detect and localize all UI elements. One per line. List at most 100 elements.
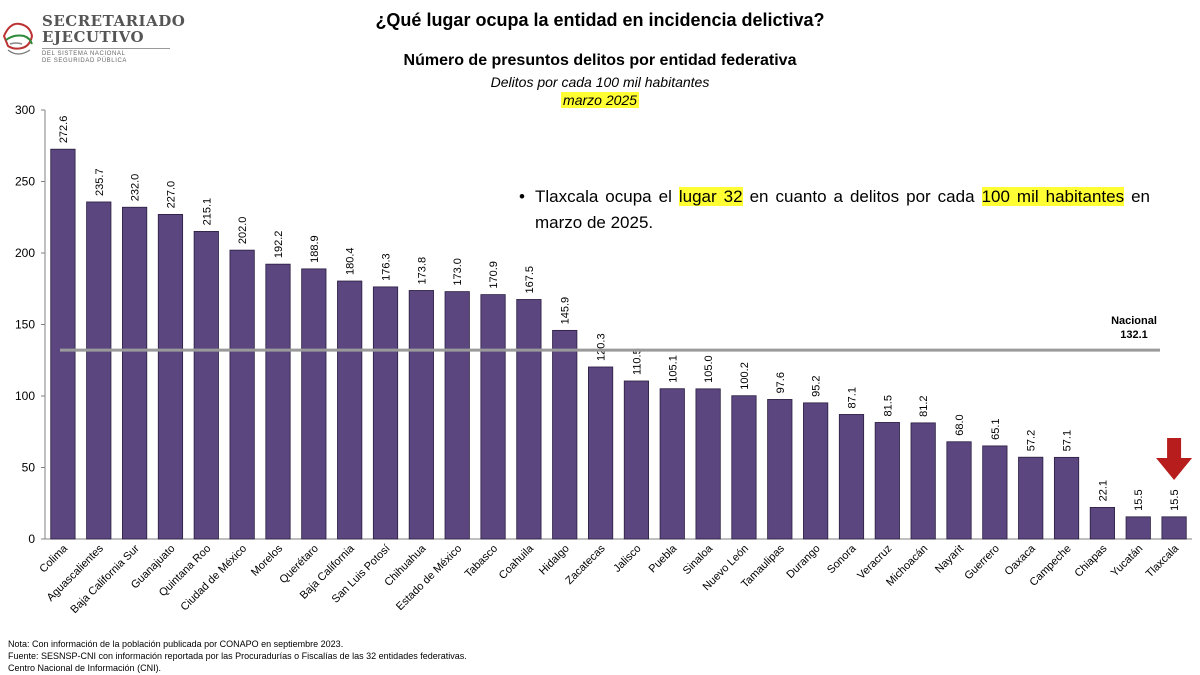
y-tick-label: 300 (15, 103, 35, 117)
category-label-29: Chiapas (1072, 542, 1109, 579)
y-tick-label: 150 (15, 318, 35, 332)
bar-7 (301, 268, 327, 540)
value-label-11: 173.0 (452, 258, 464, 286)
bar-15 (587, 366, 614, 540)
logo-line-3: DEL SISTEMA NACIONAL (42, 51, 126, 57)
footnotes: Nota: Con información de la población pu… (8, 638, 467, 674)
value-label-13: 167.5 (524, 266, 536, 294)
value-label-9: 176.3 (381, 253, 393, 281)
logo-line-1: SECRETARIADO (42, 12, 186, 30)
chart-subtitle: Número de presuntos delitos por entidad … (403, 52, 797, 69)
bar-20 (767, 399, 793, 540)
footnote-source: Fuente: SESNSP-CNI con información repor… (8, 651, 467, 661)
highlight-arrow-down-icon (1156, 438, 1193, 480)
bar-13 (516, 299, 542, 540)
category-label-22: Sonora (825, 542, 859, 576)
value-label-16: 110.5 (631, 348, 643, 375)
bar-14 (552, 329, 578, 540)
logo: SECRETARIADO EJECUTIVO DEL SISTEMA NACIO… (0, 8, 185, 68)
bar-11 (444, 291, 470, 540)
bar-1 (86, 201, 112, 540)
value-label-10: 173.8 (416, 257, 428, 285)
category-label-5: Ciudad de México (179, 543, 250, 614)
footnote-center: Centro Nacional de Información (CNI). (8, 663, 162, 673)
y-tick-label: 100 (15, 389, 35, 403)
bar-12 (480, 294, 506, 540)
bar-0 (50, 148, 76, 540)
y-tick-label: 200 (15, 246, 35, 260)
category-label-12: Tabasco (463, 543, 500, 580)
category-label-30: Yucatán (1109, 543, 1146, 580)
value-label-2: 232.0 (130, 174, 142, 202)
category-label-26: Guerrero (962, 543, 1002, 583)
chart-period-wrap: marzo 2025 (0, 92, 1200, 110)
value-label-17: 105.1 (667, 355, 679, 383)
value-label-8: 180.4 (345, 247, 357, 275)
bar-5 (229, 249, 255, 540)
bar-19 (731, 395, 757, 540)
national-value-label: 132.1 (1120, 329, 1148, 341)
bar-24 (910, 422, 936, 540)
value-label-31: 15.5 (1169, 489, 1181, 510)
category-label-17: Puebla (647, 542, 680, 575)
callout-text: • Tlaxcala ocupa el lugar 32 en cuanto a… (519, 184, 1151, 236)
bar-30 (1125, 516, 1151, 540)
value-label-21: 95.2 (811, 375, 823, 396)
category-label-13: Coahuila (497, 542, 537, 582)
bar-3 (157, 213, 184, 540)
value-label-22: 87.1 (846, 387, 858, 408)
category-label-25: Nayarit (933, 543, 966, 576)
callout-part-1: Tlaxcala ocupa el (535, 187, 679, 206)
category-label-18: Sinaloa (681, 542, 716, 577)
value-label-18: 105.0 (703, 355, 715, 383)
page-title: ¿Qué lugar ocupa la entidad en incidenci… (375, 10, 825, 30)
value-label-27: 57.2 (1026, 430, 1038, 451)
callout-part-2: en cuanto a delitos por cada (742, 187, 982, 206)
value-label-26: 65.1 (990, 418, 1002, 439)
bar-31 (1161, 516, 1187, 540)
category-label-2: Baja California Sur (68, 542, 142, 616)
category-label-6: Morelos (249, 542, 286, 579)
value-label-14: 145.9 (560, 297, 572, 325)
logo-line-2: EJECUTIVO (42, 28, 145, 46)
y-tick-label: 50 (22, 461, 36, 475)
value-label-23: 81.5 (882, 395, 894, 416)
callout-highlight-rank: lugar 32 (678, 187, 743, 206)
value-label-25: 68.0 (954, 414, 966, 435)
value-label-4: 215.1 (201, 198, 213, 226)
mexican-eagle-emblem-icon (2, 22, 34, 55)
value-label-28: 57.1 (1062, 430, 1074, 451)
category-label-11: Estado de México (394, 543, 464, 613)
category-label-21: Durango (784, 543, 822, 581)
value-label-3: 227.0 (165, 181, 177, 209)
category-label-14: Hidalgo (537, 543, 572, 578)
callout-bullet: • (519, 187, 525, 206)
chart-unit: Delitos por cada 100 mil habitantes (490, 74, 710, 90)
category-label-27: Oaxaca (1003, 542, 1039, 578)
value-label-29: 22.1 (1097, 480, 1109, 501)
value-label-0: 272.6 (58, 116, 70, 144)
bar-21 (803, 402, 829, 540)
value-label-15: 120.3 (596, 333, 608, 361)
value-label-5: 202.0 (237, 217, 249, 245)
bar-8 (337, 280, 363, 540)
value-label-1: 235.7 (94, 168, 106, 196)
logo-divider (42, 48, 170, 49)
bar-28 (1053, 456, 1080, 540)
category-label-15: Zacatecas (563, 542, 608, 587)
bar-18 (695, 388, 721, 540)
bar-10 (408, 290, 434, 540)
bar-9 (372, 286, 399, 540)
bar-2 (122, 206, 148, 540)
bar-16 (623, 380, 650, 540)
value-label-6: 192.2 (273, 231, 285, 259)
callout-part-3: en marzo de 2025. (535, 187, 1151, 232)
bar-23 (874, 422, 900, 540)
bar-22 (838, 414, 865, 540)
category-label-16: Jalisco (611, 543, 643, 575)
bar-17 (659, 388, 685, 540)
y-tick-label: 0 (28, 532, 35, 546)
value-label-20: 97.6 (775, 372, 787, 393)
value-label-19: 100.2 (739, 362, 751, 390)
chart-period: marzo 2025 (561, 92, 639, 108)
